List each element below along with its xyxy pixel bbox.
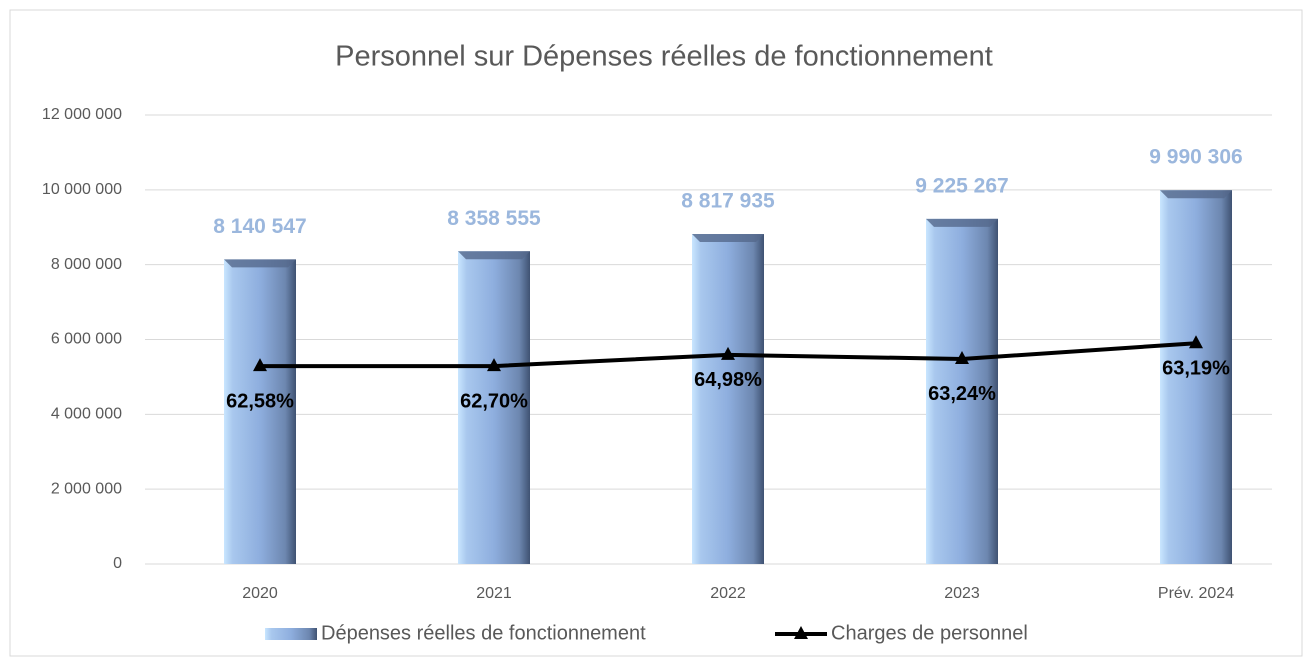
point-label: 62,58% bbox=[226, 390, 294, 412]
legend-label: Charges de personnel bbox=[831, 622, 1028, 644]
point-label: 62,70% bbox=[460, 390, 528, 412]
y-tick-label: 12 000 000 bbox=[42, 106, 122, 123]
line-marker bbox=[253, 358, 267, 372]
y-tick-label: 2 000 000 bbox=[51, 480, 122, 497]
y-tick-label: 6 000 000 bbox=[51, 331, 122, 348]
legend-label: Dépenses réelles de fonctionnement bbox=[321, 622, 646, 644]
bar-bevel bbox=[458, 251, 530, 260]
legend-swatch bbox=[265, 628, 317, 640]
chart-border bbox=[9, 9, 1303, 657]
value-label: 9 990 306 bbox=[1149, 146, 1242, 169]
x-tick-label: 2022 bbox=[710, 585, 746, 602]
bar-bevel bbox=[692, 234, 764, 243]
bar bbox=[224, 259, 296, 564]
bar bbox=[458, 251, 530, 564]
y-tick-label: 0 bbox=[113, 555, 122, 572]
point-label: 63,24% bbox=[928, 383, 996, 405]
x-tick-label: Prév. 2024 bbox=[1158, 585, 1234, 602]
legend-marker bbox=[794, 626, 808, 639]
value-label: 9 225 267 bbox=[915, 174, 1008, 197]
bar bbox=[1160, 190, 1232, 564]
bar bbox=[692, 234, 764, 565]
x-tick-label: 2020 bbox=[242, 585, 278, 602]
value-label: 8 358 555 bbox=[447, 207, 541, 230]
y-tick-label: 8 000 000 bbox=[51, 256, 122, 273]
x-tick-label: 2021 bbox=[476, 585, 512, 602]
point-label: 64,98% bbox=[694, 369, 762, 391]
point-label: 63,19% bbox=[1162, 358, 1230, 380]
bar-bevel bbox=[926, 218, 998, 227]
bar-bevel bbox=[224, 259, 296, 268]
chart-title: Personnel sur Dépenses réelles de foncti… bbox=[335, 41, 993, 73]
y-tick-label: 4 000 000 bbox=[51, 406, 122, 423]
line-marker bbox=[955, 350, 969, 364]
line-marker bbox=[721, 346, 735, 360]
line-marker bbox=[487, 358, 501, 372]
value-label: 8 817 935 bbox=[681, 190, 775, 213]
bar-bevel bbox=[1160, 190, 1232, 199]
y-tick-label: 10 000 000 bbox=[42, 181, 122, 198]
x-tick-label: 2023 bbox=[944, 585, 980, 602]
bar bbox=[926, 218, 998, 564]
value-label: 8 140 547 bbox=[213, 215, 306, 238]
line-marker bbox=[1189, 335, 1203, 349]
